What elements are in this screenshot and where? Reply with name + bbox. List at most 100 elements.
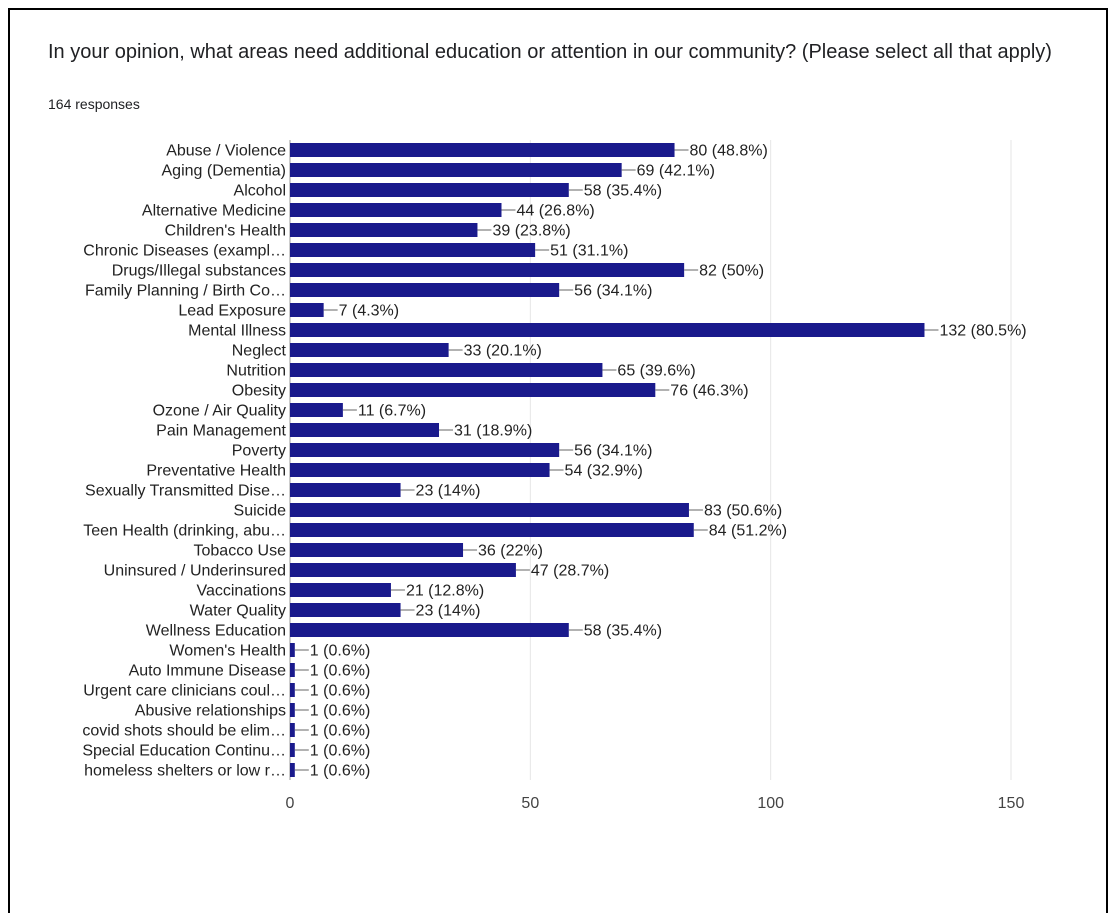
chart-card: In your opinion, what areas need additio… — [8, 8, 1108, 913]
bar — [290, 243, 536, 257]
value-label: 65 (39.6%) — [617, 363, 695, 380]
category-label: Abuse / Violence — [166, 143, 286, 160]
category-label: Drugs/Illegal substances — [112, 263, 286, 280]
category-label: Pain Management — [156, 423, 286, 440]
bar — [290, 703, 295, 717]
value-label: 56 (34.1%) — [574, 443, 652, 460]
category-label: Uninsured / Underinsured — [104, 563, 286, 580]
category-label: Mental Illness — [188, 323, 286, 340]
value-label: 33 (20.1%) — [464, 343, 542, 360]
category-label: Sexually Transmitted Dise… — [85, 483, 286, 500]
bar-chart: 0 50 100 150 Abuse / Violence 80 (48.8%) Aging… — [82, 140, 1027, 812]
value-label: 56 (34.1%) — [574, 283, 652, 300]
category-label: Alcohol — [234, 183, 286, 200]
bar — [290, 463, 550, 477]
bar — [290, 183, 569, 197]
value-label: 132 (80.5%) — [939, 323, 1026, 340]
question-title: In your opinion, what areas need additio… — [48, 41, 1052, 63]
value-label: 11 (6.7%) — [358, 403, 426, 420]
value-label: 1 (0.6%) — [310, 663, 370, 680]
bar — [290, 263, 685, 277]
value-label: 23 (14%) — [416, 603, 481, 620]
value-label: 36 (22%) — [478, 543, 543, 560]
category-label: Vaccinations — [196, 583, 286, 600]
value-label: 39 (23.8%) — [492, 223, 570, 240]
bar — [290, 723, 295, 737]
bar — [290, 163, 622, 177]
value-label: 1 (0.6%) — [310, 643, 370, 660]
category-label: Auto Immune Disease — [129, 663, 287, 680]
bar — [290, 483, 401, 497]
value-label: 7 (4.3%) — [339, 303, 399, 320]
category-label: Teen Health (drinking, abu… — [83, 523, 286, 540]
value-label: 84 (51.2%) — [709, 523, 787, 540]
bar — [290, 563, 516, 577]
value-label: 1 (0.6%) — [310, 683, 370, 700]
category-label: homeless shelters or low r… — [84, 763, 286, 780]
category-label: Urgent care clinicians coul… — [83, 683, 286, 700]
category-label: Preventative Health — [146, 463, 286, 480]
bar — [290, 443, 560, 457]
value-label: 76 (46.3%) — [670, 383, 748, 400]
bar — [290, 583, 391, 597]
category-label: covid shots should be elim… — [82, 723, 286, 740]
value-label: 1 (0.6%) — [310, 723, 370, 740]
bar — [290, 683, 295, 697]
value-label: 54 (32.9%) — [565, 463, 643, 480]
response-count: 164 responses — [48, 96, 140, 112]
x-tick-label: 50 — [521, 795, 539, 812]
value-label: 21 (12.8%) — [406, 583, 484, 600]
bar — [290, 403, 343, 417]
bar — [290, 763, 295, 777]
bar — [290, 363, 603, 377]
bar — [290, 223, 478, 237]
category-label: Special Education Continu… — [82, 743, 286, 760]
bar — [290, 663, 295, 677]
bar — [290, 143, 675, 157]
value-label: 58 (35.4%) — [584, 623, 662, 640]
value-label: 51 (31.1%) — [550, 243, 628, 260]
category-label: Women's Health — [169, 643, 286, 660]
bar — [290, 203, 502, 217]
category-label: Wellness Education — [146, 623, 286, 640]
bar — [290, 383, 656, 397]
value-label: 31 (18.9%) — [454, 423, 532, 440]
value-label: 1 (0.6%) — [310, 703, 370, 720]
category-label: Alternative Medicine — [142, 203, 286, 220]
category-label: Chronic Diseases (exampl… — [83, 243, 286, 260]
value-label: 83 (50.6%) — [704, 503, 782, 520]
category-label: Family Planning / Birth Co… — [85, 283, 286, 300]
value-label: 1 (0.6%) — [310, 763, 370, 780]
category-label: Tobacco Use — [194, 543, 287, 560]
bar — [290, 503, 689, 517]
bar — [290, 283, 560, 297]
category-label: Obesity — [232, 383, 286, 400]
category-label: Poverty — [232, 443, 286, 460]
category-label: Ozone / Air Quality — [153, 403, 286, 420]
value-label: 47 (28.7%) — [531, 563, 609, 580]
value-label: 23 (14%) — [416, 483, 481, 500]
category-label: Abusive relationships — [135, 703, 286, 720]
category-label: Suicide — [234, 503, 287, 520]
bar — [290, 303, 324, 317]
value-label: 69 (42.1%) — [637, 163, 715, 180]
value-label: 80 (48.8%) — [690, 143, 768, 160]
bar — [290, 623, 569, 637]
x-tick-label: 100 — [757, 795, 784, 812]
x-tick-label: 0 — [286, 795, 295, 812]
value-label: 1 (0.6%) — [310, 743, 370, 760]
category-label: Neglect — [232, 343, 287, 360]
category-label: Children's Health — [165, 223, 286, 240]
x-tick-label: 150 — [998, 795, 1025, 812]
bar — [290, 423, 440, 437]
value-label: 58 (35.4%) — [584, 183, 662, 200]
value-label: 82 (50%) — [699, 263, 764, 280]
bar — [290, 343, 449, 357]
category-label: Water Quality — [190, 603, 286, 620]
category-label: Aging (Dementia) — [162, 163, 287, 180]
category-label: Nutrition — [226, 363, 286, 380]
bar — [290, 523, 694, 537]
bar — [290, 643, 295, 657]
bar — [290, 323, 925, 337]
value-label: 44 (26.8%) — [516, 203, 594, 220]
